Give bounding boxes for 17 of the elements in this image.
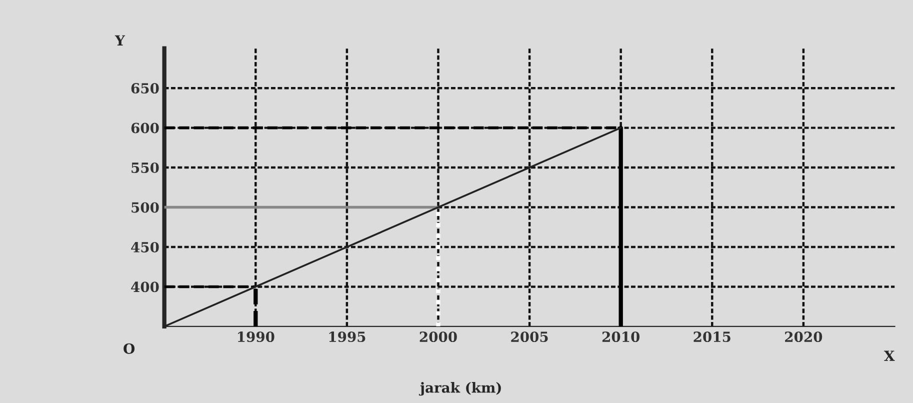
x-tick-label: 1990 [238,332,274,342]
x-tick-label: 2005 [511,332,548,342]
x-tick-label: 2000 [420,332,457,342]
y-tick-label: 600 [131,122,159,134]
text: jarak (km) [418,382,501,396]
x-tick-label: 2020 [785,332,822,342]
text: O [124,343,135,354]
x-tick-label: 2010 [602,332,640,342]
x-axis-title: X [884,350,895,361]
y-tick-label: 400 [131,282,159,292]
y-tick-label: 550 [132,162,159,174]
x-tick-label: 2015 [694,332,730,342]
y-tick-label: 450 [131,242,159,252]
y-tick-label: 500 [132,202,159,213]
y-axis-title: Y [114,35,126,46]
y-tick-label: 650 [131,83,159,94]
x-tick-label: 1995 [329,332,366,342]
